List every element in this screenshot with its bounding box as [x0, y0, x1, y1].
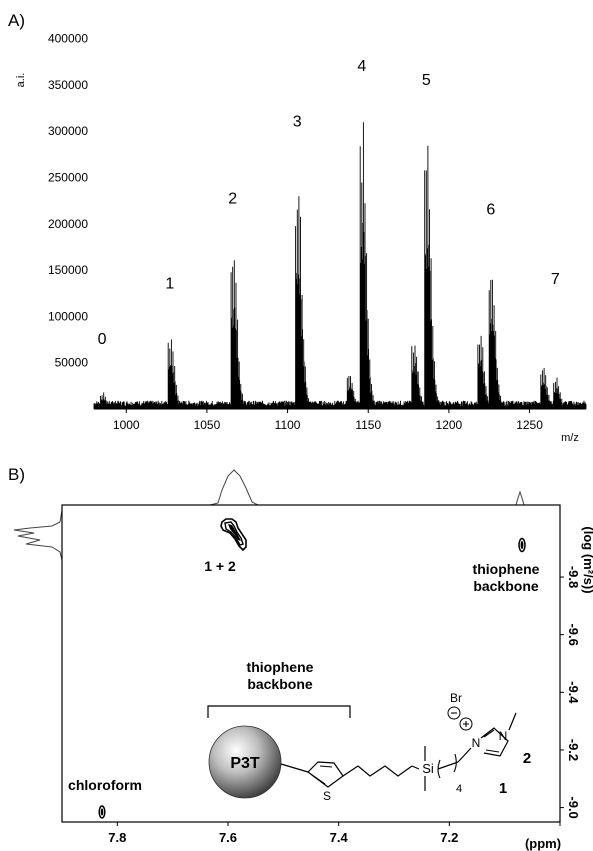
- panel-a-ytick-label: 200000: [48, 217, 88, 231]
- repeat-subscript: 4: [456, 783, 462, 795]
- panel-b-ytick-label: -9.2: [566, 739, 581, 761]
- alkyl-chain: [342, 765, 413, 777]
- bracket-label: thiophene backbone: [247, 659, 314, 692]
- signal-thiophene-backbone: [518, 537, 526, 553]
- panel-a-xtick-label: 1100: [275, 418, 301, 432]
- panel-b-xtick-label: 7.8: [108, 830, 126, 845]
- panel-b-ylabel: (log (m²/s)): [581, 526, 593, 593]
- panel-a-ylabel: a.i.: [15, 73, 27, 88]
- panel-b-signals: [98, 518, 526, 819]
- peak-label: 0: [98, 331, 107, 348]
- panel-a-xtick-label: 1150: [355, 418, 381, 432]
- panel-a-ytick-label: 400000: [48, 32, 88, 46]
- bond-sphere-thiophene: [280, 763, 309, 773]
- panel-b-xtick-label: 7.2: [440, 830, 458, 845]
- bromide-atom: Br: [450, 691, 462, 705]
- imidazolium-ring: [480, 727, 509, 757]
- panel-a-peak-labels: 0 1 2 3 4 5 6 7: [98, 58, 560, 348]
- panel-b-label: B): [8, 465, 25, 484]
- peak-label: 4: [357, 58, 366, 75]
- p3t-sphere: [208, 725, 282, 799]
- panel-b-y-axis: -9.0 -9.2 -9.4 -9.6 -9.8: [560, 566, 581, 819]
- panel-b-ytick-label: -9.8: [566, 566, 581, 588]
- panel-b-xlabel: (ppm): [525, 836, 561, 851]
- methyl-bond: [508, 712, 517, 731]
- sulfur-atom: S: [323, 789, 331, 803]
- panel-b-xtick-label: 7.4: [330, 830, 349, 845]
- panel-a-xlabel: m/z: [561, 432, 579, 444]
- left-projection-trace: [13, 509, 63, 561]
- repeat-bracket-left: [437, 759, 441, 779]
- signal-chloroform: [98, 805, 106, 819]
- panel-b-ytick-label: -9.0: [566, 796, 581, 818]
- top-projection-trace: [62, 469, 560, 506]
- peak-label: 3: [293, 114, 302, 131]
- panel-a-ytick-label: 100000: [48, 309, 88, 323]
- panel-a: A) a.i. 50000100000150000200000250000300…: [8, 11, 587, 444]
- panel-a-xtick-label: 1250: [516, 418, 543, 432]
- silicon-atom: Si: [422, 761, 434, 776]
- label-thiophene-backbone: thiophene backbone: [473, 561, 540, 594]
- peak-label: 5: [422, 72, 431, 89]
- thiophene-ring: [307, 761, 344, 788]
- panel-a-y-axis: 50000 100000 150000 200000 250000 300000 35000…: [48, 32, 88, 370]
- position-label-1: 1: [499, 780, 507, 797]
- panel-a-label: A): [8, 11, 25, 30]
- panel-a-xtick-label: 1200: [436, 418, 463, 432]
- panel-a-ytick-label: 250000: [48, 170, 88, 184]
- panel-b-ytick-label: -9.4: [566, 681, 581, 704]
- nitrogen-atom-2: N: [499, 729, 508, 743]
- panel-b-xtick-label: 7.6: [219, 830, 237, 845]
- peak-label: 2: [228, 190, 237, 207]
- label-1-plus-2: 1 + 2: [204, 558, 236, 574]
- label-chloroform: chloroform: [68, 777, 142, 793]
- repeat-bracket-right: [453, 753, 457, 773]
- peak-label: 1: [165, 276, 174, 293]
- panel-a-spectrum: [93, 122, 587, 409]
- nitrogen-atom-1: N: [472, 736, 481, 750]
- panel-a-xtick-label: 1050: [194, 418, 221, 432]
- peak-label: 6: [486, 202, 495, 219]
- panel-a-ytick-label: 350000: [48, 78, 88, 92]
- panel-b: B) 7.8 7.6 7.4 7.2 -9.0 -9.2 -9.4 -9.6 -9.8 (pp…: [8, 465, 593, 851]
- panel-a-ytick-label: 50000: [55, 356, 89, 370]
- spectrum-trace: [93, 122, 587, 409]
- panel-b-x-axis: 7.8 7.6 7.4 7.2: [108, 822, 561, 845]
- signal-1-plus-2: [220, 518, 247, 552]
- position-label-2: 2: [523, 750, 531, 767]
- panel-b-ytick-label: -9.6: [566, 623, 581, 645]
- backbone-bracket: [207, 705, 351, 718]
- panel-a-ytick-label: 300000: [48, 124, 88, 138]
- peak-label: 7: [551, 271, 560, 288]
- panel-a-ytick-label: 150000: [48, 263, 88, 277]
- panel-a-xtick-label: 1000: [113, 418, 140, 432]
- panel-b-frame: [61, 504, 561, 823]
- p3t-label: P3T: [230, 755, 260, 772]
- panel-a-x-axis: 1000 1050 1100 1150 1200 1250: [113, 409, 543, 432]
- inset-structure: thiophene backbone P3T S Si: [207, 659, 531, 803]
